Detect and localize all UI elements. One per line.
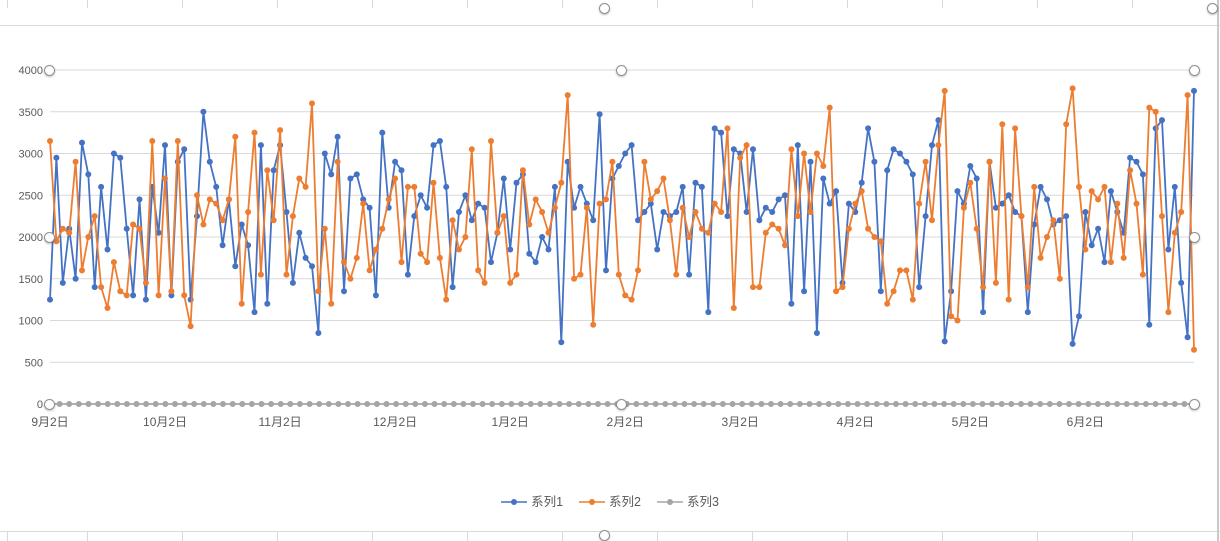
svg-text:9月2日: 9月2日 xyxy=(31,415,68,429)
plot-selection-handle-bottom-right[interactable] xyxy=(1189,399,1200,410)
series2-line-marker-icon xyxy=(579,499,606,506)
spreadsheet-column-border-right xyxy=(1217,0,1219,541)
svg-text:1000: 1000 xyxy=(19,316,43,328)
legend-label-series2: 系列2 xyxy=(609,495,641,509)
legend-label-series3: 系列3 xyxy=(686,495,719,509)
svg-text:1月2日: 1月2日 xyxy=(491,415,528,429)
svg-text:5月2日: 5月2日 xyxy=(952,415,989,429)
legend-item-series2[interactable]: 系列2 xyxy=(579,496,641,509)
svg-text:2000: 2000 xyxy=(19,232,43,244)
svg-text:10月2日: 10月2日 xyxy=(143,415,187,429)
legend-item-series3[interactable]: 系列3 xyxy=(656,495,719,509)
plot-selection-handle-mid-left[interactable] xyxy=(44,232,55,243)
svg-text:2500: 2500 xyxy=(19,190,43,202)
plot-selection-handle-top-center[interactable] xyxy=(616,65,627,76)
plot-selection-handle-top-left[interactable] xyxy=(44,65,55,76)
spreadsheet-cells-top xyxy=(0,0,1220,8)
series3-line-marker-icon xyxy=(656,499,683,506)
svg-text:500: 500 xyxy=(25,357,43,369)
spreadsheet-cells-bottom xyxy=(0,532,1220,541)
plot-selection-handle-top-right[interactable] xyxy=(1189,65,1200,76)
svg-text:2月2日: 2月2日 xyxy=(607,415,644,429)
svg-text:6月2日: 6月2日 xyxy=(1067,415,1104,429)
svg-text:12月2日: 12月2日 xyxy=(373,415,417,429)
svg-text:11月2日: 11月2日 xyxy=(259,415,302,429)
svg-text:3000: 3000 xyxy=(19,149,43,161)
plot-selection-handle-bottom-center[interactable] xyxy=(616,399,627,410)
plot-selection-handle-mid-right[interactable] xyxy=(1189,232,1200,243)
chart-legend: 系列1 系列2 系列3 xyxy=(0,496,1220,509)
svg-text:0: 0 xyxy=(37,399,43,411)
plot-selection-handle-bottom-left[interactable] xyxy=(44,399,55,410)
svg-text:3500: 3500 xyxy=(19,107,43,119)
legend-label-series1: 系列1 xyxy=(531,495,564,509)
svg-text:1500: 1500 xyxy=(19,274,43,286)
chart-selection-handle-top-right[interactable] xyxy=(1207,3,1218,14)
legend-item-series1[interactable]: 系列1 xyxy=(501,496,563,509)
spreadsheet-row-border-bottom xyxy=(0,531,1220,532)
chart-selection-handle-bottom-center[interactable] xyxy=(599,530,610,541)
chart-selection-handle-top-center[interactable] xyxy=(599,3,610,14)
svg-text:4月2日: 4月2日 xyxy=(837,415,874,429)
series1-line-marker-icon xyxy=(501,499,528,506)
spreadsheet-row-border-top xyxy=(0,25,1220,26)
svg-text:4000: 4000 xyxy=(19,65,43,77)
svg-text:3月2日: 3月2日 xyxy=(722,415,759,429)
